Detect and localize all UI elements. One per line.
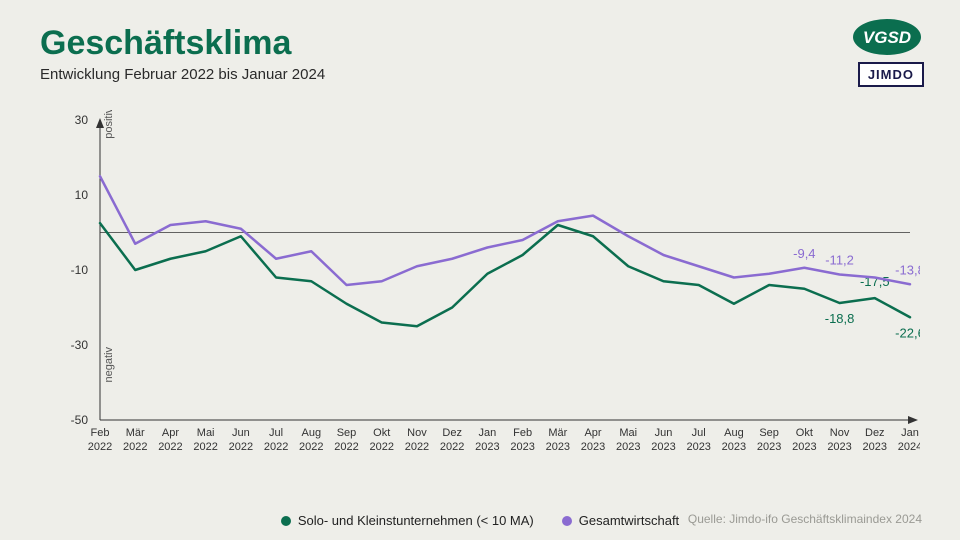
svg-text:2022: 2022 [88,441,112,453]
jimdo-logo: JIMDO [858,62,924,87]
svg-text:2023: 2023 [757,441,781,453]
svg-text:-18,8: -18,8 [825,311,855,326]
svg-text:Aug: Aug [724,427,744,439]
svg-text:positiv: positiv [103,110,115,139]
svg-text:Dez: Dez [865,427,885,439]
svg-text:2022: 2022 [193,441,217,453]
svg-text:2022: 2022 [123,441,147,453]
legend-label: Gesamtwirtschaft [579,513,679,528]
svg-text:Jan: Jan [901,427,919,439]
svg-text:Aug: Aug [302,427,322,439]
svg-text:Mai: Mai [197,427,215,439]
svg-text:Jan: Jan [479,427,497,439]
svg-text:Nov: Nov [407,427,427,439]
svg-text:2022: 2022 [405,441,429,453]
svg-text:Mär: Mär [548,427,567,439]
svg-text:2023: 2023 [792,441,816,453]
svg-text:Feb: Feb [513,427,532,439]
svg-text:Sep: Sep [759,427,779,439]
svg-text:2023: 2023 [546,441,570,453]
svg-text:Okt: Okt [796,427,813,439]
svg-text:-50: -50 [71,413,89,427]
source-text: Quelle: Jimdo-ifo Geschäftsklimaindex 20… [688,512,922,526]
legend-item: Gesamtwirtschaft [562,513,679,528]
svg-text:-10: -10 [71,263,89,277]
svg-text:Mär: Mär [126,427,145,439]
legend-label: Solo- und Kleinstunternehmen (< 10 MA) [298,513,534,528]
svg-text:Okt: Okt [373,427,390,439]
svg-text:Mai: Mai [619,427,637,439]
svg-text:2023: 2023 [863,441,887,453]
chart-subtitle: Entwicklung Februar 2022 bis Januar 2024 [40,66,325,83]
vgsd-logo: VGSD [850,18,924,56]
svg-text:Apr: Apr [584,427,601,439]
svg-text:-22,6: -22,6 [895,325,920,340]
svg-text:-30: -30 [71,338,89,352]
svg-text:2022: 2022 [158,441,182,453]
legend-dot [281,516,291,526]
svg-text:VGSD: VGSD [863,28,911,47]
svg-text:2022: 2022 [334,441,358,453]
svg-text:2022: 2022 [229,441,253,453]
svg-text:2023: 2023 [686,441,710,453]
svg-text:Dez: Dez [442,427,462,439]
svg-text:negativ: negativ [103,347,115,383]
legend-item: Solo- und Kleinstunternehmen (< 10 MA) [281,513,534,528]
svg-text:2024: 2024 [898,441,920,453]
svg-text:30: 30 [75,113,89,127]
svg-text:2023: 2023 [510,441,534,453]
chart-title: Geschäftsklima [40,24,291,63]
svg-text:2023: 2023 [475,441,499,453]
line-chart: -50 -30 -10 10 30 positiv negativ Feb 2022 Mär 202… [40,110,920,470]
svg-text:10: 10 [75,188,89,202]
svg-text:Jul: Jul [692,427,706,439]
svg-text:2023: 2023 [722,441,746,453]
svg-text:2023: 2023 [581,441,605,453]
svg-text:-11,2: -11,2 [825,253,854,268]
svg-text:2023: 2023 [827,441,851,453]
legend-dot [562,516,572,526]
svg-text:-9,4: -9,4 [793,246,815,261]
svg-text:2022: 2022 [369,441,393,453]
svg-text:Apr: Apr [162,427,179,439]
svg-text:-13,8: -13,8 [895,262,920,277]
svg-text:2023: 2023 [616,441,640,453]
svg-text:Nov: Nov [830,427,850,439]
svg-text:Feb: Feb [91,427,110,439]
svg-text:2022: 2022 [264,441,288,453]
svg-text:Jul: Jul [269,427,283,439]
svg-text:Sep: Sep [337,427,357,439]
svg-text:2022: 2022 [440,441,464,453]
svg-text:2023: 2023 [651,441,675,453]
svg-text:Jun: Jun [655,427,673,439]
svg-text:2022: 2022 [299,441,323,453]
svg-text:Jun: Jun [232,427,250,439]
